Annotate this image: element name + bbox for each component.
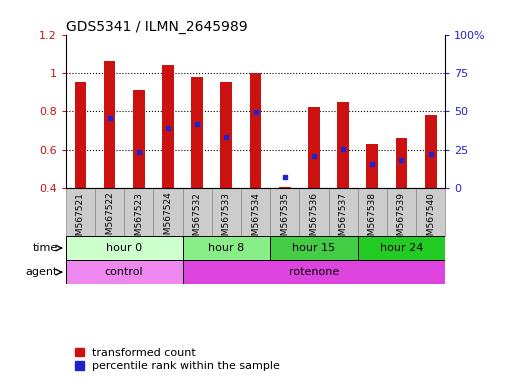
Bar bbox=[66, 260, 182, 284]
Bar bbox=[328, 188, 357, 236]
Bar bbox=[270, 236, 357, 260]
Text: GSM567521: GSM567521 bbox=[76, 192, 85, 247]
Text: GSM567539: GSM567539 bbox=[396, 192, 405, 247]
Text: GSM567533: GSM567533 bbox=[221, 192, 230, 247]
Bar bbox=[211, 188, 240, 236]
Bar bbox=[133, 90, 144, 188]
Bar bbox=[104, 61, 115, 188]
Bar bbox=[220, 83, 232, 188]
Text: GSM567522: GSM567522 bbox=[105, 192, 114, 247]
Bar bbox=[124, 188, 153, 236]
Text: GDS5341 / ILMN_2645989: GDS5341 / ILMN_2645989 bbox=[66, 20, 247, 33]
Bar bbox=[182, 236, 270, 260]
Bar bbox=[191, 77, 203, 188]
Bar bbox=[66, 236, 182, 260]
Text: GSM567538: GSM567538 bbox=[367, 192, 376, 247]
Bar bbox=[249, 73, 261, 188]
Bar bbox=[162, 65, 173, 188]
Text: GSM567523: GSM567523 bbox=[134, 192, 143, 247]
Text: hour 24: hour 24 bbox=[379, 243, 422, 253]
Bar bbox=[395, 138, 407, 188]
Text: GSM567524: GSM567524 bbox=[163, 192, 172, 247]
Bar bbox=[182, 188, 211, 236]
Bar bbox=[66, 188, 95, 236]
Text: GSM567537: GSM567537 bbox=[338, 192, 347, 247]
Bar bbox=[270, 188, 299, 236]
Text: time: time bbox=[33, 243, 58, 253]
Bar bbox=[299, 188, 328, 236]
Bar bbox=[337, 102, 348, 188]
Legend: transformed count, percentile rank within the sample: transformed count, percentile rank withi… bbox=[71, 344, 283, 375]
Bar bbox=[240, 188, 270, 236]
Text: rotenone: rotenone bbox=[288, 267, 338, 277]
Text: GSM567534: GSM567534 bbox=[250, 192, 260, 247]
Bar bbox=[415, 188, 444, 236]
Bar bbox=[357, 188, 386, 236]
Bar bbox=[182, 260, 444, 284]
Bar bbox=[386, 188, 415, 236]
Bar bbox=[153, 188, 182, 236]
Text: agent: agent bbox=[26, 267, 58, 277]
Bar bbox=[366, 144, 377, 188]
Bar bbox=[357, 236, 444, 260]
Text: GSM567540: GSM567540 bbox=[425, 192, 434, 247]
Bar bbox=[278, 187, 290, 188]
Text: hour 8: hour 8 bbox=[208, 243, 244, 253]
Bar bbox=[424, 115, 436, 188]
Bar bbox=[308, 108, 319, 188]
Bar bbox=[95, 188, 124, 236]
Bar bbox=[74, 83, 86, 188]
Text: control: control bbox=[105, 267, 143, 277]
Text: hour 15: hour 15 bbox=[292, 243, 335, 253]
Text: GSM567535: GSM567535 bbox=[280, 192, 289, 247]
Text: GSM567532: GSM567532 bbox=[192, 192, 201, 247]
Text: GSM567536: GSM567536 bbox=[309, 192, 318, 247]
Text: hour 0: hour 0 bbox=[106, 243, 142, 253]
